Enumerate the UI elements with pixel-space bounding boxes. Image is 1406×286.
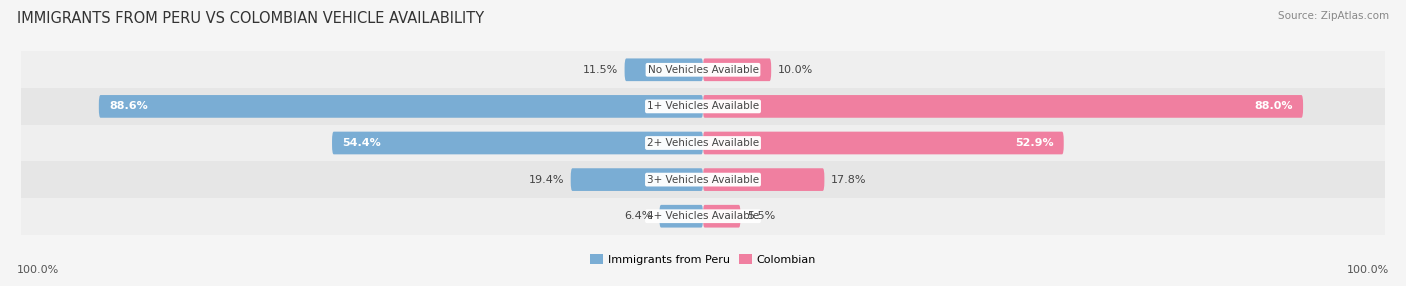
FancyBboxPatch shape xyxy=(703,205,741,228)
Bar xyxy=(21,125,1385,161)
FancyBboxPatch shape xyxy=(98,95,703,118)
FancyBboxPatch shape xyxy=(659,205,703,228)
Bar xyxy=(21,88,1385,125)
FancyBboxPatch shape xyxy=(624,58,703,81)
Text: 4+ Vehicles Available: 4+ Vehicles Available xyxy=(647,211,759,221)
Text: 19.4%: 19.4% xyxy=(529,175,564,184)
Text: Source: ZipAtlas.com: Source: ZipAtlas.com xyxy=(1278,11,1389,21)
Text: 54.4%: 54.4% xyxy=(342,138,381,148)
FancyBboxPatch shape xyxy=(571,168,703,191)
Text: 2+ Vehicles Available: 2+ Vehicles Available xyxy=(647,138,759,148)
Bar xyxy=(21,198,1385,235)
Text: 11.5%: 11.5% xyxy=(582,65,617,75)
Text: 3+ Vehicles Available: 3+ Vehicles Available xyxy=(647,175,759,184)
Text: 6.4%: 6.4% xyxy=(624,211,652,221)
Legend: Immigrants from Peru, Colombian: Immigrants from Peru, Colombian xyxy=(586,250,820,269)
FancyBboxPatch shape xyxy=(703,132,1064,154)
Bar xyxy=(21,161,1385,198)
Text: 100.0%: 100.0% xyxy=(1347,265,1389,275)
FancyBboxPatch shape xyxy=(703,95,1303,118)
Text: 10.0%: 10.0% xyxy=(778,65,813,75)
Text: IMMIGRANTS FROM PERU VS COLOMBIAN VEHICLE AVAILABILITY: IMMIGRANTS FROM PERU VS COLOMBIAN VEHICL… xyxy=(17,11,484,26)
Text: 5.5%: 5.5% xyxy=(748,211,776,221)
FancyBboxPatch shape xyxy=(332,132,703,154)
Text: 88.0%: 88.0% xyxy=(1254,102,1294,111)
Text: 52.9%: 52.9% xyxy=(1015,138,1053,148)
FancyBboxPatch shape xyxy=(703,58,772,81)
Text: 100.0%: 100.0% xyxy=(17,265,59,275)
Text: No Vehicles Available: No Vehicles Available xyxy=(648,65,758,75)
Bar xyxy=(21,51,1385,88)
Text: 1+ Vehicles Available: 1+ Vehicles Available xyxy=(647,102,759,111)
Text: 88.6%: 88.6% xyxy=(110,102,148,111)
FancyBboxPatch shape xyxy=(703,168,824,191)
Text: 17.8%: 17.8% xyxy=(831,175,866,184)
